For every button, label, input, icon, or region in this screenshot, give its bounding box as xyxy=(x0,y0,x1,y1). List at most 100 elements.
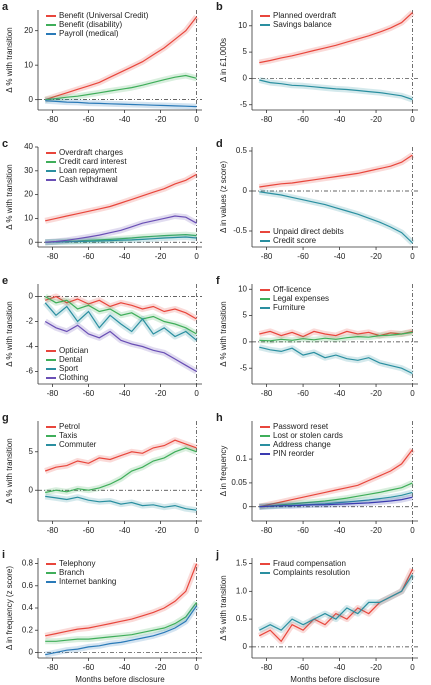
x-tick-label: -20 xyxy=(370,252,382,261)
y-tick-label: 0 xyxy=(243,502,248,511)
panel-letter: e xyxy=(2,275,8,287)
x-tick-label: 0 xyxy=(410,389,415,398)
legend-label: Savings balance xyxy=(273,20,332,29)
y-tick-label: 0 xyxy=(29,648,34,657)
legend-label: PIN reorder xyxy=(273,449,315,458)
series-line xyxy=(45,439,197,472)
y-tick-label: 0.1 xyxy=(236,454,248,463)
y-axis-label: Δ in £1,000s xyxy=(219,38,228,82)
x-tick-label: 0 xyxy=(410,663,415,672)
x-tick-label: -80 xyxy=(47,252,59,261)
legend-label: Unpaid direct debits xyxy=(273,227,344,236)
y-tick-label: 40 xyxy=(24,142,33,151)
x-tick-label: -40 xyxy=(334,526,346,535)
series-line xyxy=(45,447,197,494)
y-tick-label: 0.2 xyxy=(22,625,34,634)
y-tick-label: 0.6 xyxy=(22,581,34,590)
x-tick-label: -20 xyxy=(370,663,382,672)
y-axis-label: Δ % with transition xyxy=(219,301,228,366)
x-tick-label: -40 xyxy=(334,252,346,261)
y-axis-label: Δ % with transition xyxy=(5,164,14,229)
series-line xyxy=(44,295,197,335)
legend-label: Planned overdraft xyxy=(273,11,337,20)
y-axis-label: Δ % with transition xyxy=(5,438,14,503)
series-line xyxy=(259,12,413,64)
y-tick-label: 0.05 xyxy=(231,478,247,487)
x-tick-label: -40 xyxy=(119,526,131,535)
y-axis-label: Δ in frequency (z score) xyxy=(5,566,14,650)
legend-label: Cash withdrawal xyxy=(59,175,118,184)
legend-label: Optician xyxy=(59,346,88,355)
y-tick-label: 5 xyxy=(243,311,248,320)
legend-label: Credit card interest xyxy=(59,157,127,166)
x-tick-label: 0 xyxy=(194,526,199,535)
confidence-band xyxy=(44,493,198,514)
x-tick-label: -40 xyxy=(119,663,131,672)
y-axis-label: Δ in frequency xyxy=(219,446,228,497)
x-tick-label: -20 xyxy=(155,115,167,124)
series-line xyxy=(45,295,197,320)
series-line xyxy=(259,191,413,244)
x-tick-label: -40 xyxy=(119,115,131,124)
y-tick-label: -2 xyxy=(26,317,34,326)
series-line xyxy=(259,574,414,631)
x-tick-label: -40 xyxy=(334,389,346,398)
x-tick-label: 0 xyxy=(194,252,199,261)
panel-letter: a xyxy=(2,1,9,13)
x-tick-label: -80 xyxy=(261,526,273,535)
legend-label: Petrol xyxy=(59,422,80,431)
x-tick-label: -60 xyxy=(297,663,309,672)
legend-label: Complaints resolution xyxy=(273,568,350,577)
y-tick-label: 10 xyxy=(24,60,33,69)
series-line xyxy=(259,154,413,188)
series-line xyxy=(259,330,413,338)
x-tick-label: -40 xyxy=(119,252,131,261)
x-tick-label: -20 xyxy=(155,252,167,261)
x-tick-label: -20 xyxy=(155,526,167,535)
y-tick-label: 5 xyxy=(243,47,248,56)
y-tick-label: -5 xyxy=(240,100,248,109)
y-tick-label: 30 xyxy=(24,166,33,175)
series-line xyxy=(45,602,198,642)
legend-label: Address change xyxy=(273,440,331,449)
y-tick-label: 0 xyxy=(29,485,34,494)
x-tick-label: -20 xyxy=(370,389,382,398)
y-axis-label: Δ % with transition xyxy=(5,301,14,366)
confidence-band xyxy=(257,573,416,634)
panel-letter: g xyxy=(2,412,9,424)
y-tick-label: 0 xyxy=(243,642,248,651)
confidence-band xyxy=(44,72,198,103)
series-line xyxy=(44,320,197,373)
y-tick-label: 20 xyxy=(24,190,33,199)
y-tick-label: 0 xyxy=(29,237,34,246)
x-tick-label: -60 xyxy=(83,389,95,398)
legend-label: Branch xyxy=(59,568,84,577)
x-tick-label: -80 xyxy=(47,115,59,124)
x-axis-label: Months before disclosure xyxy=(290,675,380,684)
panel-letter: i xyxy=(2,549,5,561)
y-tick-label: 0 xyxy=(29,292,34,301)
legend-label: Payroll (medical) xyxy=(59,29,119,38)
confidence-band xyxy=(258,77,414,103)
legend-label: Telephony xyxy=(59,559,95,568)
y-tick-label: 0 xyxy=(243,74,248,83)
x-tick-label: 0 xyxy=(194,389,199,398)
x-tick-label: -60 xyxy=(297,389,309,398)
y-tick-label: -6 xyxy=(26,367,34,376)
series-line xyxy=(45,16,198,101)
x-axis-label: Months before disclosure xyxy=(75,675,165,684)
x-tick-label: -80 xyxy=(261,389,273,398)
x-tick-label: -20 xyxy=(155,663,167,672)
panel-letter: d xyxy=(216,138,223,150)
x-tick-label: -80 xyxy=(261,252,273,261)
legend-label: Lost or stolen cards xyxy=(273,431,343,440)
x-tick-label: -40 xyxy=(334,115,346,124)
x-tick-label: -80 xyxy=(261,663,273,672)
x-tick-label: -60 xyxy=(83,526,95,535)
legend-label: Loan repayment xyxy=(59,166,118,175)
panel-letter: f xyxy=(216,275,220,287)
legend-label: Credit score xyxy=(273,236,317,245)
y-tick-label: 1.5 xyxy=(236,559,248,568)
legend-label: Sport xyxy=(59,364,79,373)
